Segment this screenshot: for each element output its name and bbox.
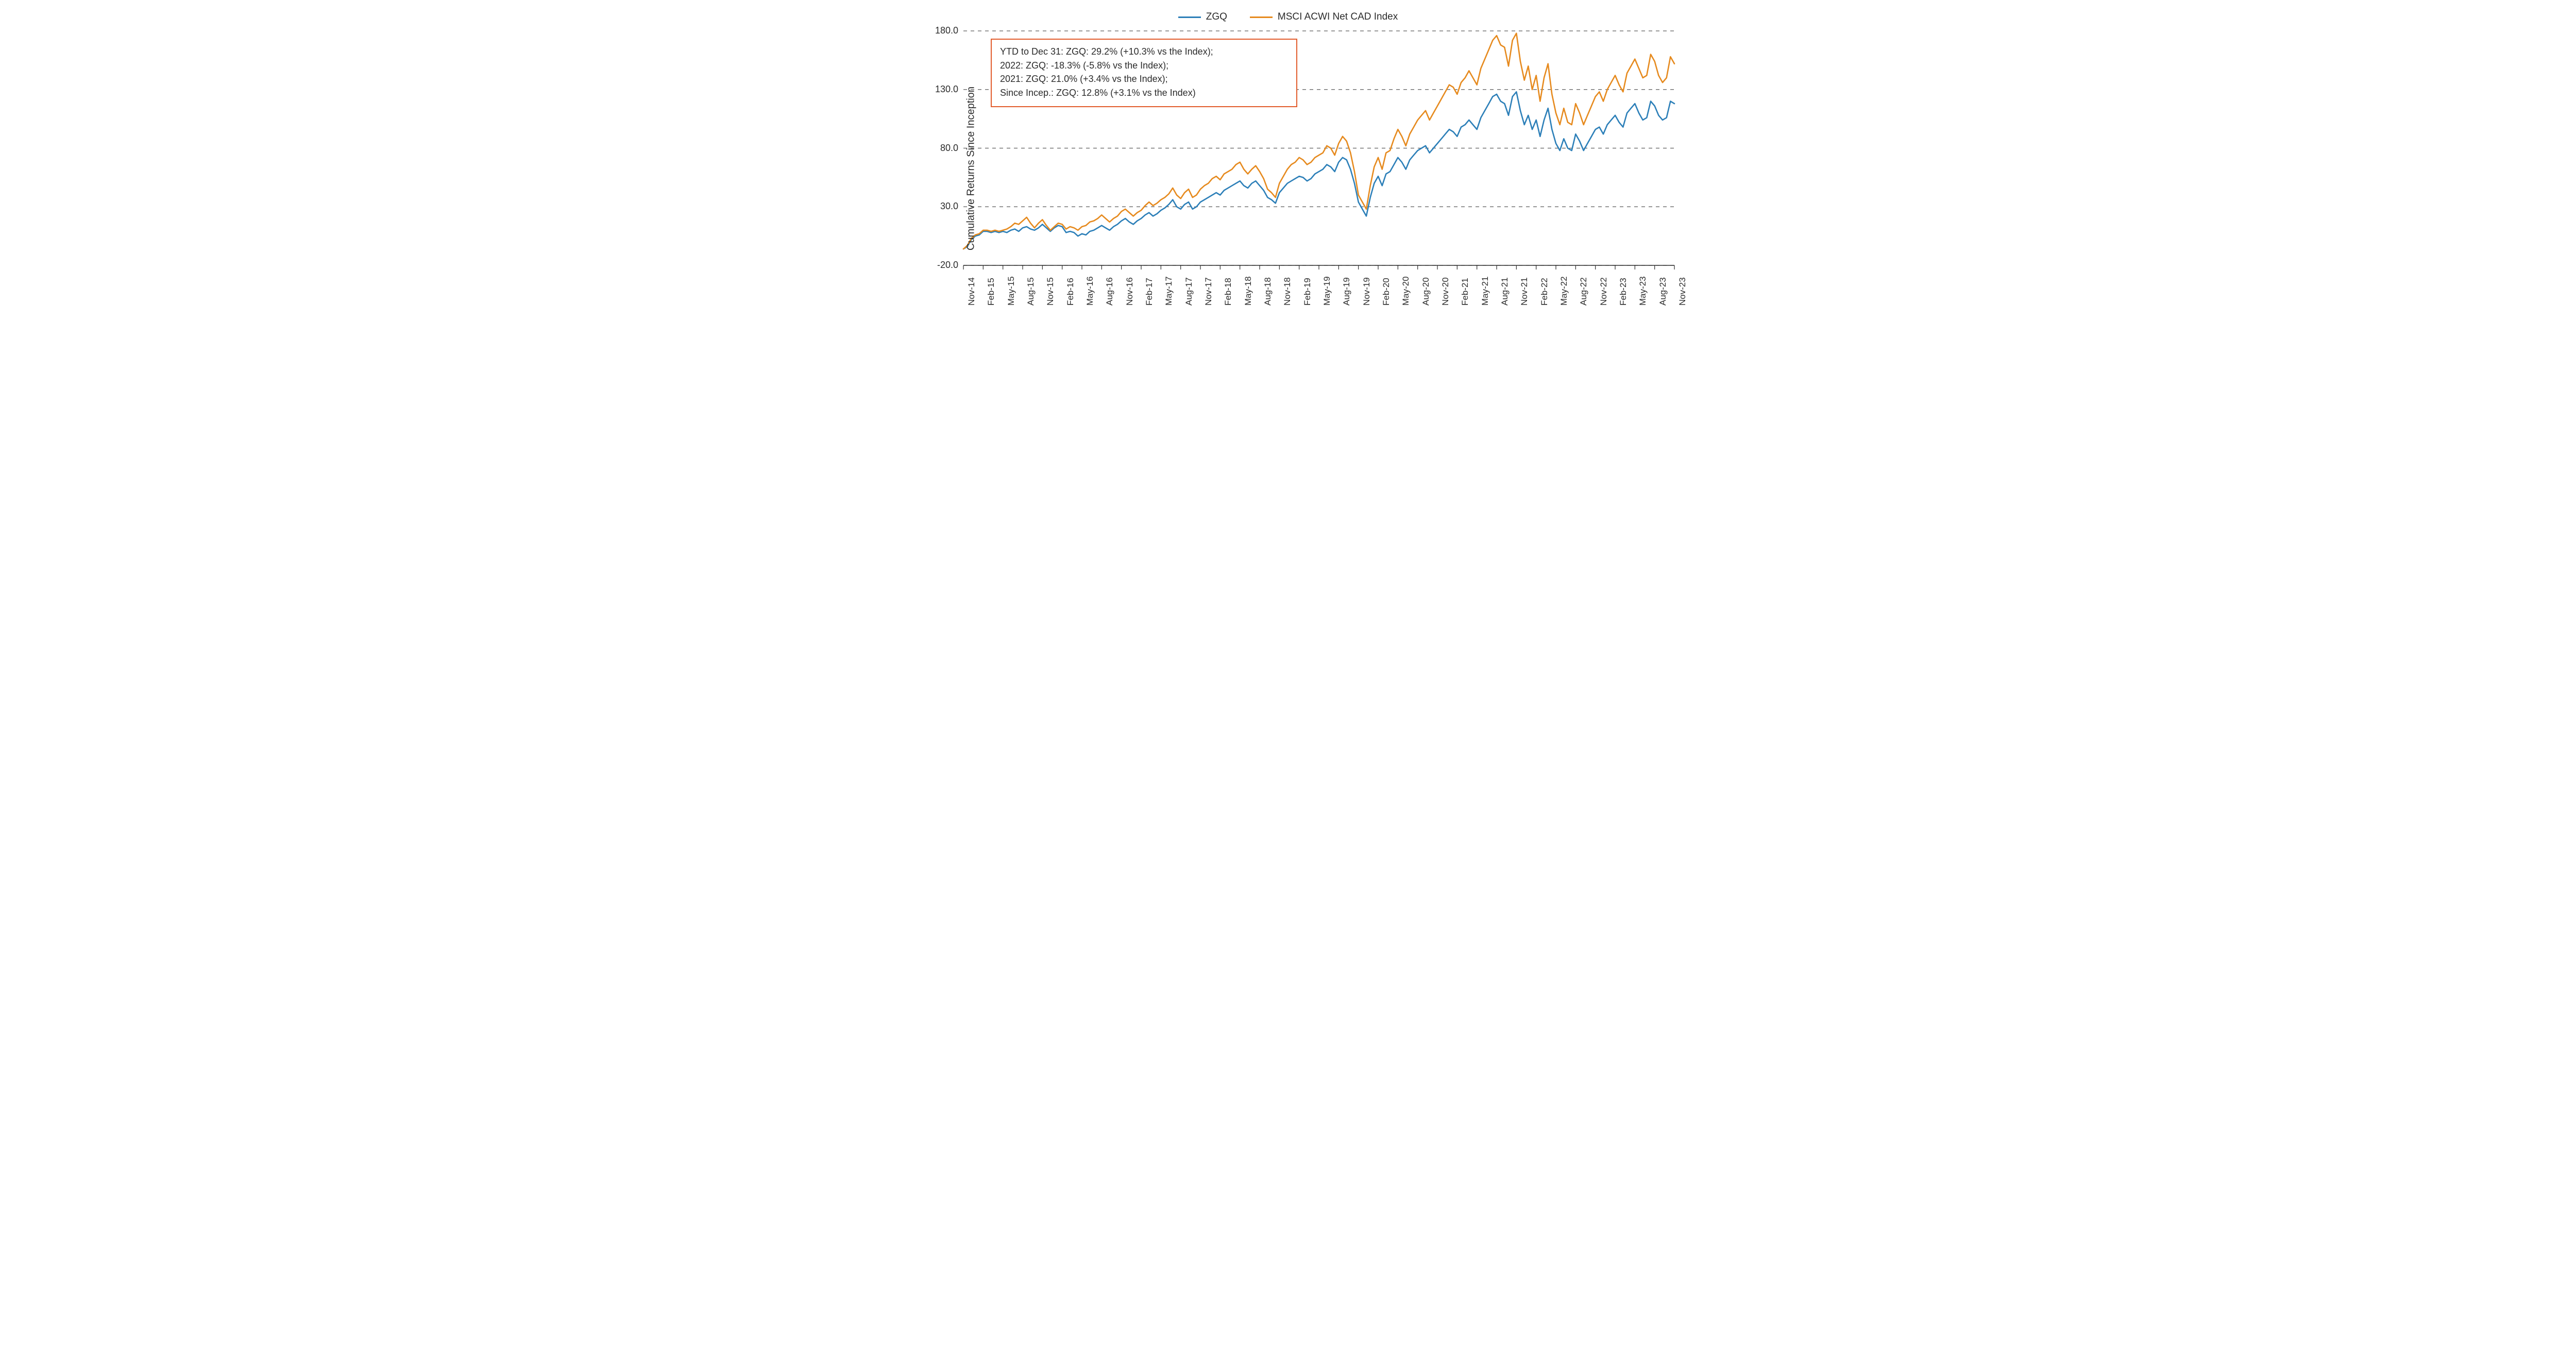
- x-tick-label: Feb-19: [1302, 278, 1313, 306]
- annotation-line: YTD to Dec 31: ZGQ: 29.2% (+10.3% vs the…: [1000, 45, 1288, 59]
- legend-item-zgq: ZGQ: [1178, 11, 1227, 23]
- x-tick-label: Aug-18: [1263, 277, 1273, 306]
- legend-label-msci: MSCI ACWI Net CAD Index: [1278, 11, 1398, 23]
- x-tick-label: Feb-15: [986, 278, 996, 306]
- x-tick-label: Feb-17: [1144, 278, 1155, 306]
- legend-item-msci: MSCI ACWI Net CAD Index: [1250, 11, 1398, 23]
- x-tick-label: Nov-14: [967, 277, 977, 306]
- x-tick-label: Aug-23: [1658, 277, 1668, 306]
- y-tick-label: 80.0: [927, 143, 958, 154]
- x-tick-label: Nov-21: [1519, 277, 1530, 306]
- x-tick-label: May-15: [1006, 276, 1016, 306]
- x-tick-label: May-21: [1480, 276, 1490, 306]
- x-tick-label: Feb-23: [1618, 278, 1629, 306]
- x-tick-label: Nov-17: [1204, 277, 1214, 306]
- x-tick-label: Aug-16: [1105, 277, 1115, 306]
- x-tick-label: Nov-22: [1599, 277, 1609, 306]
- x-tick-label: Aug-17: [1184, 277, 1194, 306]
- x-tick-label: Nov-19: [1362, 277, 1372, 306]
- x-tick-label: Nov-15: [1045, 277, 1056, 306]
- line-chart-container: ZGQ MSCI ACWI Net CAD Index Cumulative R…: [886, 0, 1690, 337]
- y-axis-label: Cumulative Returns Since Inception: [965, 87, 977, 250]
- legend-swatch-msci: [1250, 16, 1273, 18]
- annotation-line: 2022: ZGQ: -18.3% (-5.8% vs the Index);: [1000, 59, 1288, 73]
- x-tick-label: Feb-21: [1460, 278, 1470, 306]
- annotation-line: Since Incep.: ZGQ: 12.8% (+3.1% vs the I…: [1000, 86, 1288, 100]
- x-tick-label: Aug-22: [1579, 277, 1589, 306]
- x-tick-label: Nov-16: [1125, 277, 1135, 306]
- x-tick-label: Aug-19: [1342, 277, 1352, 306]
- x-tick-label: Aug-15: [1026, 277, 1036, 306]
- y-tick-label: 30.0: [927, 201, 958, 212]
- x-tick-label: May-16: [1085, 276, 1095, 306]
- y-tick-label: 180.0: [927, 25, 958, 36]
- x-tick-label: May-20: [1401, 276, 1411, 306]
- annotation-line: 2021: ZGQ: 21.0% (+3.4% vs the Index);: [1000, 72, 1288, 86]
- y-tick-label: 130.0: [927, 84, 958, 95]
- x-tick-label: Nov-18: [1282, 277, 1293, 306]
- x-tick-label: May-19: [1322, 276, 1332, 306]
- x-tick-label: May-17: [1164, 276, 1174, 306]
- legend: ZGQ MSCI ACWI Net CAD Index: [886, 11, 1690, 23]
- x-tick-label: Nov-23: [1677, 277, 1688, 306]
- x-tick-label: Feb-22: [1539, 278, 1550, 306]
- x-tick-label: Feb-20: [1381, 278, 1392, 306]
- x-tick-label: Aug-20: [1421, 277, 1431, 306]
- x-tick-label: May-23: [1638, 276, 1648, 306]
- annotation-box: YTD to Dec 31: ZGQ: 29.2% (+10.3% vs the…: [991, 39, 1297, 107]
- x-tick-label: May-18: [1243, 276, 1253, 306]
- series-line-zgq: [963, 92, 1674, 249]
- x-tick-label: Feb-16: [1065, 278, 1076, 306]
- legend-swatch-zgq: [1178, 16, 1201, 18]
- x-tick-label: May-22: [1559, 276, 1569, 306]
- x-tick-label: Aug-21: [1500, 277, 1510, 306]
- x-tick-label: Nov-20: [1440, 277, 1451, 306]
- x-tick-label: Feb-18: [1223, 278, 1233, 306]
- legend-label-zgq: ZGQ: [1206, 11, 1227, 23]
